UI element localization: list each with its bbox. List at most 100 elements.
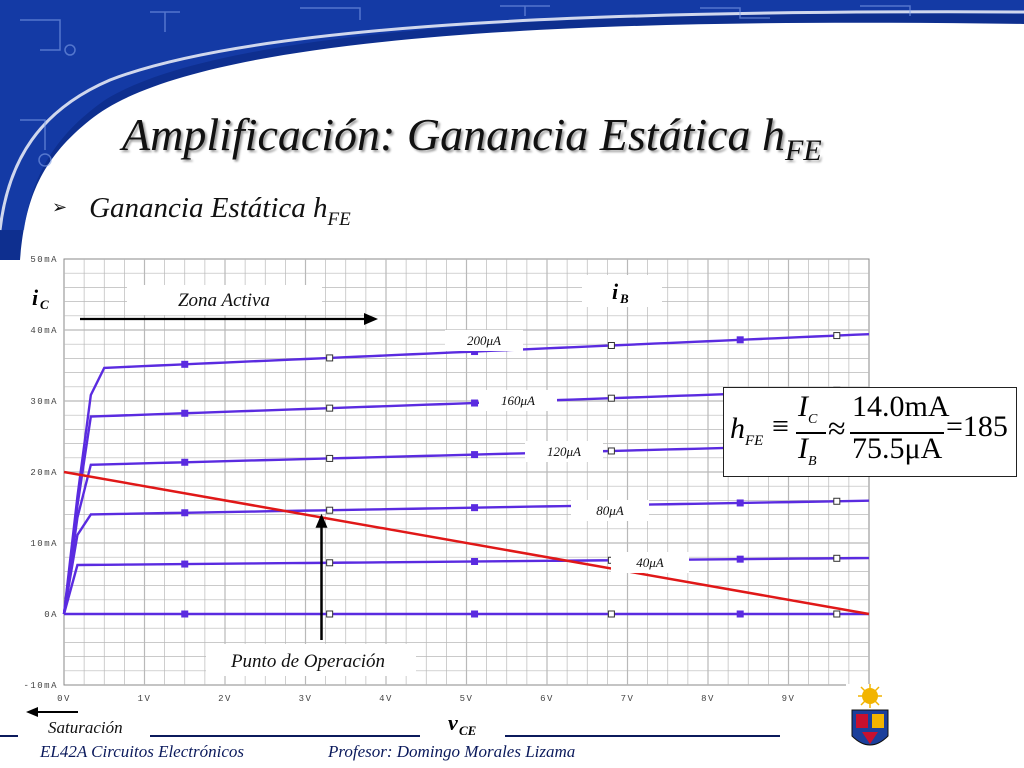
footer-rule-mid	[150, 735, 420, 737]
curve-marker	[181, 610, 189, 618]
curve-marker	[326, 610, 334, 618]
saturation-label: Saturación	[48, 718, 123, 737]
operation-point-box	[206, 644, 416, 676]
formula-denominator-symbol: IB	[798, 432, 817, 470]
curve-marker	[833, 554, 841, 562]
ic-axis-label: i	[32, 285, 39, 310]
curve-marker	[181, 360, 189, 368]
operation-point-label: Punto de Operación	[230, 651, 385, 672]
formula-fraction-bar-2	[850, 432, 944, 434]
curve-marker	[326, 404, 334, 412]
curve-marker	[326, 354, 334, 362]
curve-marker	[181, 560, 189, 568]
ib-label: i	[612, 279, 619, 304]
hfe-formula-box: hFE ≡ IC IB ≈ 14.0mA 75.5μA =185	[723, 387, 1017, 477]
x-tick-label: 4V	[379, 694, 393, 704]
formula-lhs-symbol: h	[730, 412, 745, 445]
formula-ic: I	[798, 390, 808, 423]
operation-point-arrow-head-icon	[315, 513, 328, 528]
curve-marker	[736, 610, 744, 618]
footer-professor: Profesor: Domingo Morales Lizama	[328, 742, 576, 761]
curve-marker	[181, 509, 189, 517]
curve-marker	[471, 557, 479, 565]
vce-axis-label: v	[448, 710, 458, 735]
formula-approx: ≈	[828, 410, 846, 446]
series-label-box	[611, 552, 689, 573]
ic-axis-label-sub: C	[40, 297, 49, 312]
chart-ticks: 0V 1V 2V 3V 4V 5V 6V 7V 8V 9V 50mA 40mA 30mA 20mA 10mA…	[23, 255, 796, 704]
saturation-arrow-head-icon	[26, 707, 38, 717]
slide-title: Amplificación: Ganancia Estática hFE	[122, 108, 822, 168]
y-tick-label: -10mA	[23, 681, 58, 691]
footer-course: EL42A Circuitos Electrónicos	[40, 742, 244, 761]
series-label: 120μA	[547, 444, 581, 459]
formula-denominator-value: 75.5μA	[852, 432, 943, 465]
zona-activa-arrow-head-icon	[364, 313, 378, 325]
series-label-box	[445, 330, 523, 351]
load-line	[63, 470, 870, 616]
curve-marker	[471, 610, 479, 618]
bullet-text: Ganancia Estática h	[89, 192, 328, 224]
x-tick-label: 7V	[621, 694, 635, 704]
curve-marker	[326, 506, 334, 514]
university-logo	[846, 684, 894, 756]
ib-label-box	[582, 275, 662, 307]
curve-marker	[181, 409, 189, 417]
x-tick-label: 6V	[540, 694, 554, 704]
slide-title-subscript: FE	[785, 134, 822, 167]
series-label: 40μA	[636, 555, 664, 570]
y-tick-label: 30mA	[30, 397, 58, 407]
curve-marker	[833, 332, 841, 340]
y-tick-label: 20mA	[30, 468, 58, 478]
curve-marker	[607, 394, 615, 402]
series-label-box	[571, 500, 649, 521]
formula-ic-subscript: C	[808, 412, 818, 427]
bullet-item: ➢ Ganancia Estática hFE	[52, 192, 351, 231]
y-tick-label: 50mA	[30, 255, 58, 265]
curve-marker	[326, 454, 334, 462]
curve-marker	[326, 559, 334, 567]
curve-marker	[471, 451, 479, 459]
series-label-box	[525, 441, 603, 462]
bullet-arrow-icon: ➢	[52, 197, 68, 217]
formula-numerator-value: 14.0mA	[852, 390, 950, 423]
series-label-box	[479, 390, 557, 411]
formula-ib-subscript: B	[808, 454, 817, 469]
ib-label-sub: B	[619, 291, 629, 306]
curve-marker	[736, 336, 744, 344]
x-tick-label: 0V	[57, 694, 71, 704]
zona-activa-label: Zona Activa	[178, 290, 270, 311]
curve-marker	[607, 610, 615, 618]
x-tick-label: 2V	[218, 694, 232, 704]
ic-curve	[62, 499, 870, 615]
formula-result: =185	[946, 410, 1008, 443]
curve-marker	[833, 497, 841, 505]
x-tick-label: 3V	[299, 694, 313, 704]
chart-load-line	[63, 470, 870, 616]
series-label: 160μA	[501, 393, 535, 408]
formula-lhs: hFE	[730, 412, 763, 450]
series-label: 80μA	[596, 503, 624, 518]
curve-marker	[471, 399, 479, 407]
bullet-subscript: FE	[327, 209, 351, 230]
curve-marker	[471, 504, 479, 512]
curve-marker	[181, 458, 189, 466]
formula-fraction-bar-1	[796, 432, 826, 434]
saturation-box	[40, 706, 150, 734]
formula-lhs-subscript: FE	[745, 433, 764, 449]
slide-title-text: Amplificación: Ganancia Estática h	[122, 109, 786, 160]
y-tick-label: 0A	[44, 610, 58, 620]
x-tick-label: 5V	[460, 694, 474, 704]
x-tick-label: 9V	[782, 694, 796, 704]
vce-axis-label-sub: CE	[459, 723, 477, 738]
curve-marker	[833, 610, 841, 618]
formula-numerator-symbol: IC	[798, 390, 817, 428]
curve-marker	[607, 341, 615, 349]
formula-ib: I	[798, 432, 808, 465]
ic-axis-label-box	[28, 283, 58, 311]
y-tick-label: 10mA	[30, 539, 58, 549]
